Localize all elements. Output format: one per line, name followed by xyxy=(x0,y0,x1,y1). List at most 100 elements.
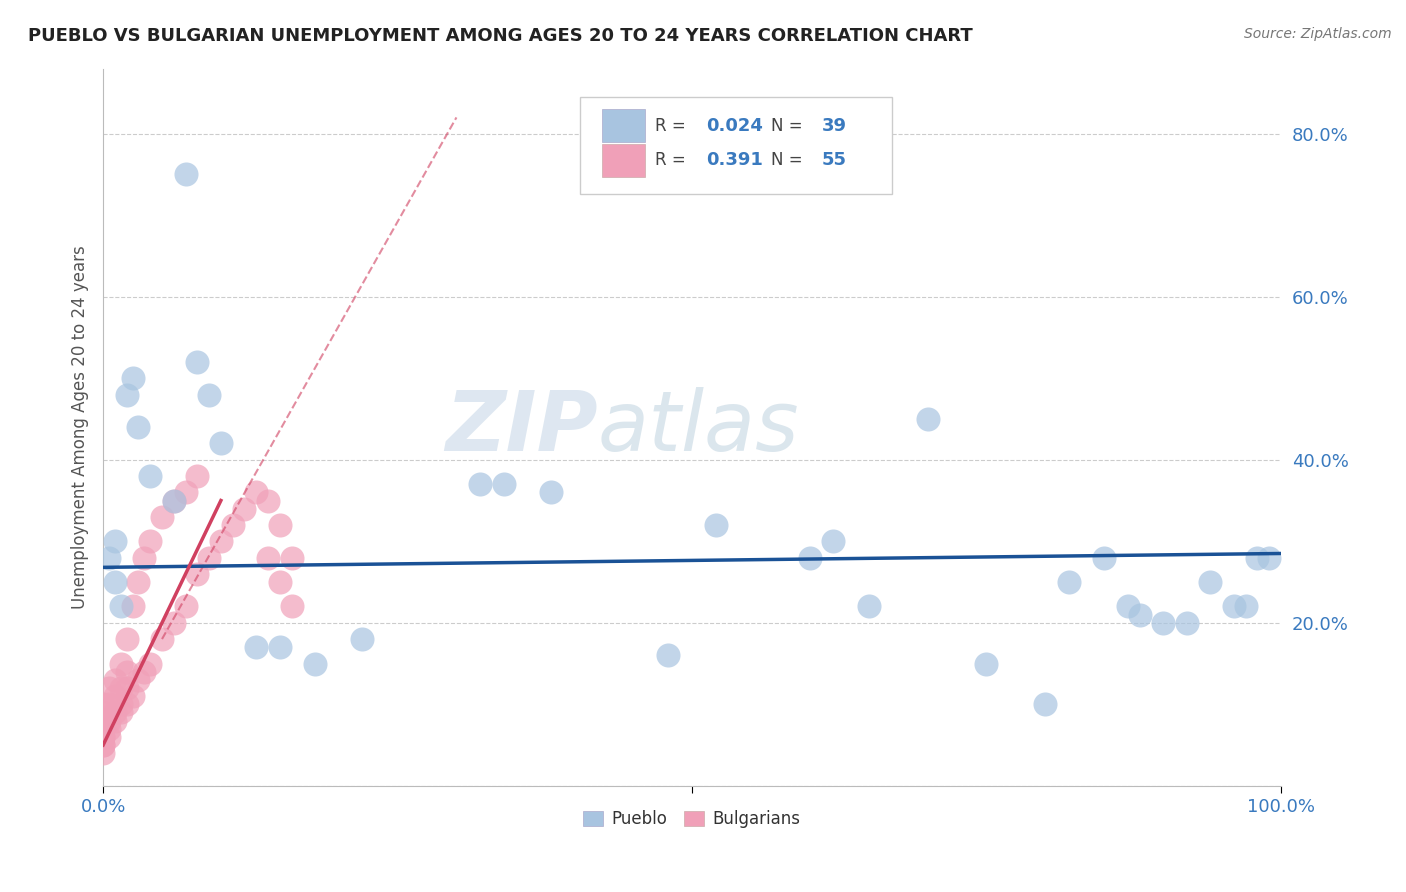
Point xyxy=(1258,550,1281,565)
Point xyxy=(186,355,208,369)
Point xyxy=(115,632,138,646)
Point xyxy=(110,706,132,720)
Point xyxy=(492,477,515,491)
Point xyxy=(127,574,149,589)
Point xyxy=(91,730,114,744)
Text: Source: ZipAtlas.com: Source: ZipAtlas.com xyxy=(1244,27,1392,41)
Text: 55: 55 xyxy=(821,152,846,169)
Point xyxy=(163,493,186,508)
Point xyxy=(858,599,880,614)
Point xyxy=(139,469,162,483)
Point xyxy=(245,485,267,500)
Point xyxy=(198,387,221,401)
Point xyxy=(91,706,114,720)
Point xyxy=(1033,698,1056,712)
Point xyxy=(98,681,121,695)
Point xyxy=(150,509,173,524)
Point xyxy=(91,730,114,744)
Point xyxy=(104,673,127,687)
Point xyxy=(233,501,256,516)
Text: PUEBLO VS BULGARIAN UNEMPLOYMENT AMONG AGES 20 TO 24 YEARS CORRELATION CHART: PUEBLO VS BULGARIAN UNEMPLOYMENT AMONG A… xyxy=(28,27,973,45)
Point xyxy=(1246,550,1268,565)
Point xyxy=(110,681,132,695)
Point xyxy=(257,550,280,565)
Point xyxy=(468,477,491,491)
Point xyxy=(150,632,173,646)
Text: 39: 39 xyxy=(821,117,846,135)
Point xyxy=(98,698,121,712)
Point xyxy=(269,640,291,655)
Point xyxy=(704,518,727,533)
Point xyxy=(186,566,208,581)
FancyBboxPatch shape xyxy=(603,144,645,177)
Point xyxy=(1234,599,1257,614)
Point xyxy=(280,550,302,565)
Point xyxy=(115,698,138,712)
Point xyxy=(121,689,143,703)
Point xyxy=(540,485,562,500)
Point xyxy=(91,714,114,728)
Text: N =: N = xyxy=(770,117,808,135)
Point xyxy=(104,534,127,549)
Point xyxy=(917,412,939,426)
Point xyxy=(127,420,149,434)
Point xyxy=(280,599,302,614)
Point xyxy=(976,657,998,671)
Point xyxy=(110,599,132,614)
Point xyxy=(823,534,845,549)
Point xyxy=(121,371,143,385)
Text: R =: R = xyxy=(655,152,692,169)
Point xyxy=(98,714,121,728)
Point xyxy=(1152,615,1174,630)
Point xyxy=(134,550,156,565)
Point xyxy=(1092,550,1115,565)
Point xyxy=(104,714,127,728)
Point xyxy=(98,730,121,744)
Point xyxy=(1175,615,1198,630)
Point xyxy=(1116,599,1139,614)
Text: R =: R = xyxy=(655,117,692,135)
Point xyxy=(115,665,138,679)
Point xyxy=(269,518,291,533)
Legend: Pueblo, Bulgarians: Pueblo, Bulgarians xyxy=(576,804,807,835)
Point xyxy=(221,518,243,533)
Point xyxy=(110,698,132,712)
Point xyxy=(104,706,127,720)
Point xyxy=(91,738,114,752)
Point xyxy=(1222,599,1244,614)
Point xyxy=(115,681,138,695)
Point xyxy=(127,673,149,687)
Point xyxy=(209,436,232,450)
Point xyxy=(269,574,291,589)
Point xyxy=(1128,607,1150,622)
Point xyxy=(163,615,186,630)
Point xyxy=(174,168,197,182)
Text: N =: N = xyxy=(770,152,808,169)
FancyBboxPatch shape xyxy=(581,97,893,194)
Point xyxy=(121,599,143,614)
Point xyxy=(91,722,114,736)
Point xyxy=(174,599,197,614)
Point xyxy=(139,534,162,549)
Point xyxy=(91,698,114,712)
Point xyxy=(1057,574,1080,589)
Point xyxy=(104,574,127,589)
Point xyxy=(186,469,208,483)
Point xyxy=(115,387,138,401)
Text: 0.391: 0.391 xyxy=(706,152,763,169)
Text: 0.024: 0.024 xyxy=(706,117,763,135)
Text: atlas: atlas xyxy=(598,386,800,467)
Point xyxy=(799,550,821,565)
Point xyxy=(91,714,114,728)
Point xyxy=(139,657,162,671)
Point xyxy=(104,689,127,703)
Point xyxy=(134,665,156,679)
Point xyxy=(174,485,197,500)
Point xyxy=(91,722,114,736)
Point xyxy=(98,722,121,736)
Point xyxy=(110,657,132,671)
FancyBboxPatch shape xyxy=(603,110,645,143)
Point xyxy=(352,632,374,646)
Point xyxy=(91,746,114,760)
Point xyxy=(198,550,221,565)
